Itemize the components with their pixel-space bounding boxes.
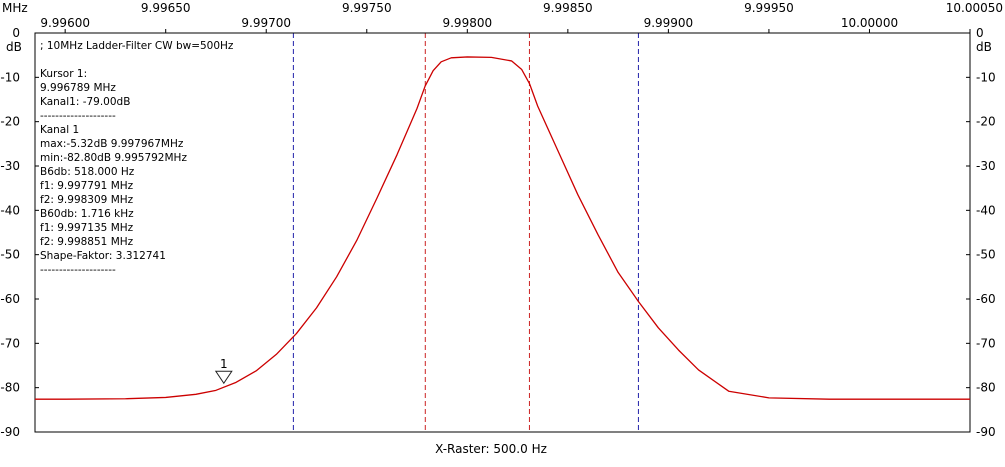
y-unit-right: dB bbox=[976, 40, 992, 54]
info-line: f2: 9.998309 MHz bbox=[40, 194, 134, 206]
y-tick-label-right: -50 bbox=[976, 248, 996, 262]
x-tick-label: 9.99900 bbox=[644, 16, 694, 30]
marker: 1 bbox=[214, 357, 233, 385]
plot-frame bbox=[34, 32, 971, 433]
x-tick-label: 9.99600 bbox=[40, 16, 90, 30]
cursor-lines bbox=[292, 33, 639, 432]
y-tick-label-right: -10 bbox=[976, 70, 996, 84]
x-unit-label: MHz bbox=[2, 1, 28, 15]
info-line: B6db: 518.000 Hz bbox=[40, 166, 135, 178]
grid bbox=[35, 29, 971, 433]
info-line: -------------------- bbox=[40, 110, 116, 122]
info-line: Kursor 1: bbox=[40, 68, 87, 80]
y-tick-label-left: -60 bbox=[0, 292, 20, 306]
y-tick-label-left: -50 bbox=[0, 248, 20, 262]
y-tick-label-right: -30 bbox=[976, 159, 996, 173]
y-tick-label-right: 0 bbox=[976, 26, 984, 40]
series bbox=[35, 56, 970, 400]
y-unit-left: dB bbox=[6, 40, 22, 54]
x-tick-label: 9.99700 bbox=[241, 16, 291, 30]
x-tick-label: 9.99650 bbox=[141, 1, 191, 15]
y-tick-label-left: 0 bbox=[12, 26, 20, 40]
info-line: ; 10MHz Ladder-Filter CW bw=500Hz bbox=[40, 40, 234, 52]
info-line: 9.996789 MHz bbox=[40, 82, 116, 94]
y-tick-label-right: -80 bbox=[976, 381, 996, 395]
y-tick-label-left: -20 bbox=[0, 115, 20, 129]
y-tick-label-left: -70 bbox=[0, 336, 20, 350]
x-axis-ticks: 9.99600 9.99650 9.99700 9.99750 9.99800 9.998… bbox=[40, 1, 1003, 30]
marker-label: 1 bbox=[220, 357, 228, 371]
y-tick-label-right: -40 bbox=[976, 203, 996, 217]
y-tick-label-right: -60 bbox=[976, 292, 996, 306]
x-tick-label: 9.99950 bbox=[744, 1, 794, 15]
info-line: f1: 9.997135 MHz bbox=[40, 222, 134, 234]
marker-triangle bbox=[214, 370, 233, 385]
y-tick-label-right: -90 bbox=[976, 425, 996, 439]
info-line: Shape-Faktor: 3.312741 bbox=[40, 250, 166, 262]
info-line: B60db: 1.716 kHz bbox=[40, 208, 134, 220]
x-tick-label: 10.00050 bbox=[946, 1, 1003, 15]
info-line: f1: 9.997791 MHz bbox=[40, 180, 134, 192]
info-line: max:-5.32dB 9.997967MHz bbox=[40, 138, 184, 150]
y-tick-label-left: -40 bbox=[0, 203, 20, 217]
y-tick-label-left: -10 bbox=[0, 70, 20, 84]
info-line: Kanal 1 bbox=[40, 124, 79, 136]
y-tick-label-left: -90 bbox=[0, 425, 20, 439]
series-line bbox=[35, 56, 970, 400]
x-axis-label: X-Raster: 500.0 Hz bbox=[435, 442, 547, 456]
y-axis-ticks: 0 0 -10 -10 -20 -20 -30 -30 -40 -40 -50 -50 -60 -60 -7… bbox=[0, 26, 995, 439]
y-tick-label-left: -80 bbox=[0, 381, 20, 395]
x-tick-label: 9.99750 bbox=[342, 1, 392, 15]
info-line: f2: 9.998851 MHz bbox=[40, 236, 134, 248]
y-tick-label-right: -70 bbox=[976, 336, 996, 350]
info-line: -------------------- bbox=[40, 264, 116, 276]
x-tick-label: 10.00000 bbox=[841, 16, 898, 30]
info-line: min:-82.80dB 9.995792MHz bbox=[40, 152, 187, 164]
info-panel: ; 10MHz Ladder-Filter CW bw=500Hz Kursor … bbox=[40, 40, 234, 276]
x-tick-label: 9.99850 bbox=[543, 1, 593, 15]
y-tick-label-left: -30 bbox=[0, 159, 20, 173]
y-tick-label-right: -20 bbox=[976, 115, 996, 129]
info-line: Kanal1: -79.00dB bbox=[40, 96, 130, 108]
x-tick-label: 9.99800 bbox=[442, 16, 492, 30]
